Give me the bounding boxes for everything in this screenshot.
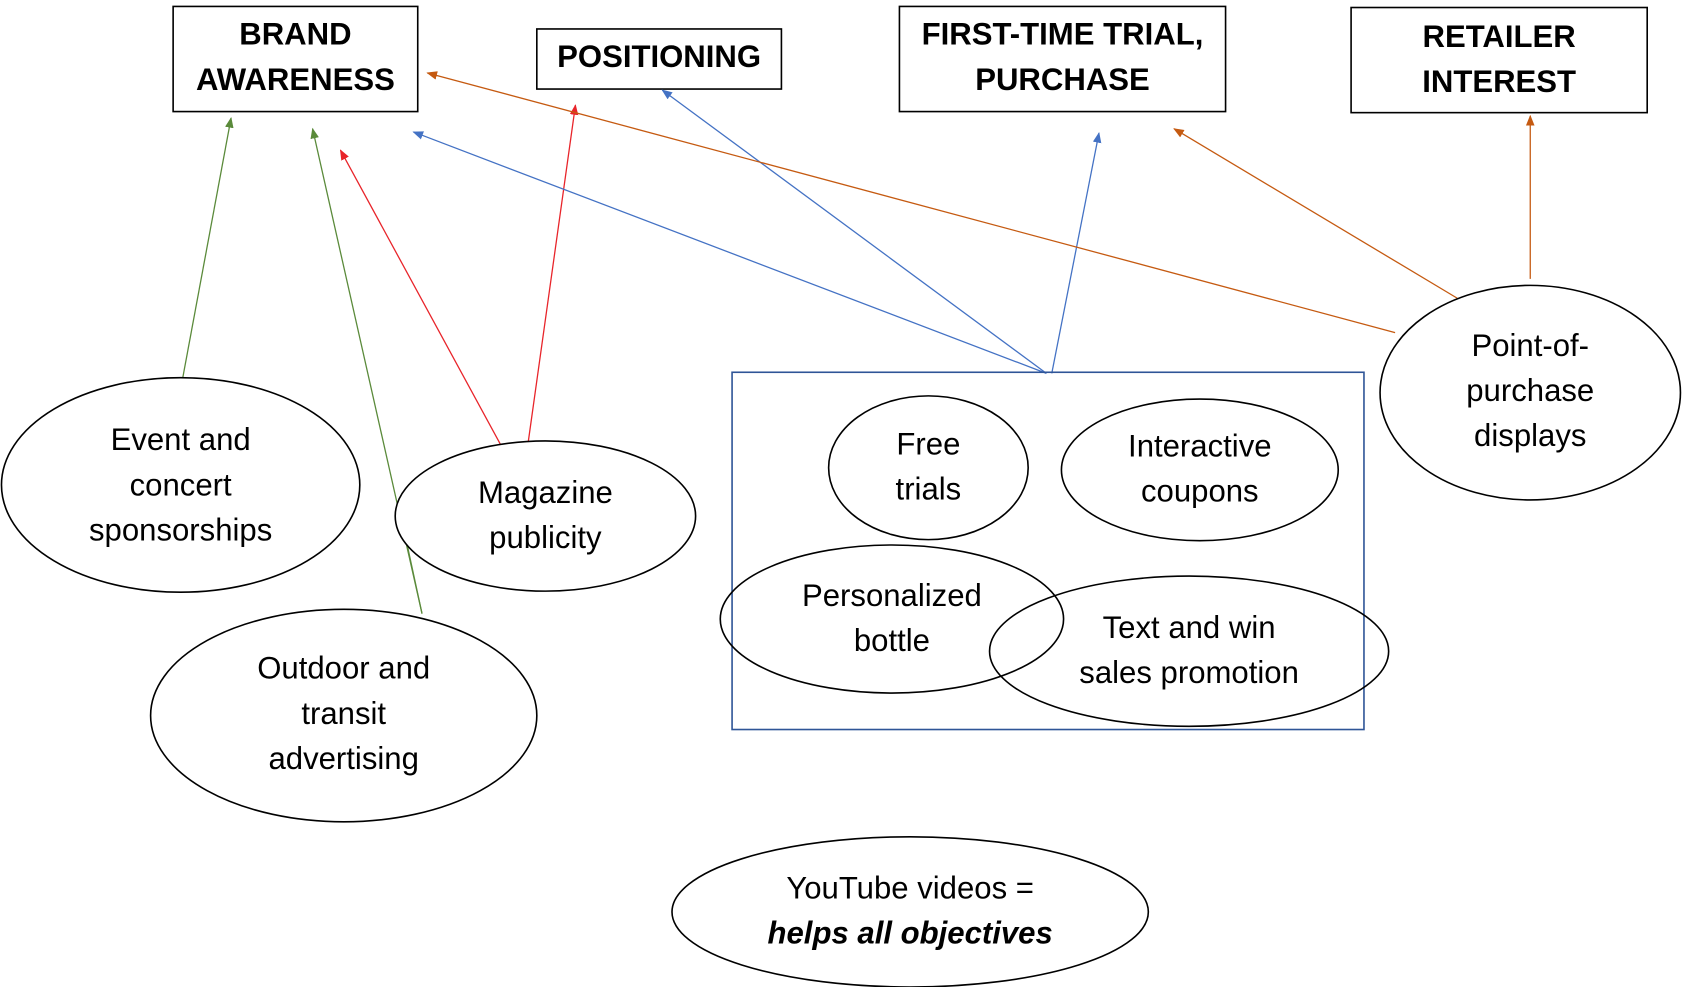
tactic-ellipse bbox=[1060, 398, 1340, 542]
tactic-ellipse bbox=[988, 575, 1390, 728]
youtube-note: helps all objectives bbox=[768, 916, 1053, 951]
youtube-label: YouTube videos = bbox=[786, 871, 1034, 906]
tactic-ellipse bbox=[394, 440, 697, 592]
tactic-label: sponsorships bbox=[89, 512, 272, 547]
tactic-label: Interactive bbox=[1128, 429, 1272, 464]
objective-label: FIRST-TIME TRIAL, bbox=[922, 17, 1204, 52]
objective-box bbox=[898, 5, 1227, 113]
arrow bbox=[182, 116, 234, 378]
objective-label: BRAND bbox=[239, 17, 351, 52]
tactic-ellipse bbox=[719, 544, 1065, 694]
tactic-label: Event and bbox=[111, 422, 251, 457]
objective-label: PURCHASE bbox=[975, 62, 1150, 97]
group-box bbox=[731, 371, 1365, 731]
arrow bbox=[527, 104, 579, 443]
tactic-label: Point-of- bbox=[1471, 328, 1589, 363]
tactic-ellipse bbox=[1379, 284, 1682, 501]
tactic-label: coupons bbox=[1141, 474, 1259, 509]
tactic-label: Text and win bbox=[1103, 610, 1276, 645]
objective-label: POSITIONING bbox=[557, 39, 761, 74]
objective-box bbox=[536, 28, 783, 90]
tactic-label: transit bbox=[301, 696, 386, 731]
tactic-label: purchase bbox=[1466, 373, 1594, 408]
objective-box bbox=[1350, 6, 1648, 114]
tactic-label: sales promotion bbox=[1079, 655, 1299, 690]
tactic-label: Free bbox=[896, 427, 960, 462]
youtube-ellipse bbox=[671, 836, 1150, 987]
tactic-label: concert bbox=[130, 467, 232, 502]
tactic-label: trials bbox=[896, 472, 962, 507]
tactic-label: Magazine bbox=[478, 475, 613, 510]
arrow bbox=[661, 89, 1047, 374]
tactic-label: advertising bbox=[268, 741, 418, 776]
tactic-ellipse bbox=[149, 608, 538, 823]
tactic-label: Personalized bbox=[802, 578, 982, 613]
tactic-label: bottle bbox=[854, 623, 930, 658]
tactic-label: displays bbox=[1474, 418, 1586, 453]
objective-label: RETAILER bbox=[1423, 19, 1576, 54]
arrow bbox=[1173, 128, 1458, 299]
objective-label: INTEREST bbox=[1422, 64, 1576, 99]
arrow bbox=[1051, 131, 1102, 374]
arrow bbox=[339, 149, 501, 445]
objective-box bbox=[172, 5, 419, 113]
arrow bbox=[426, 71, 1396, 334]
arrow bbox=[412, 131, 1047, 374]
tactic-ellipse bbox=[827, 395, 1029, 541]
objective-label: AWARENESS bbox=[196, 62, 395, 97]
tactic-label: publicity bbox=[489, 520, 602, 555]
tactic-ellipse bbox=[0, 376, 361, 594]
tactic-label: Outdoor and bbox=[257, 651, 430, 686]
